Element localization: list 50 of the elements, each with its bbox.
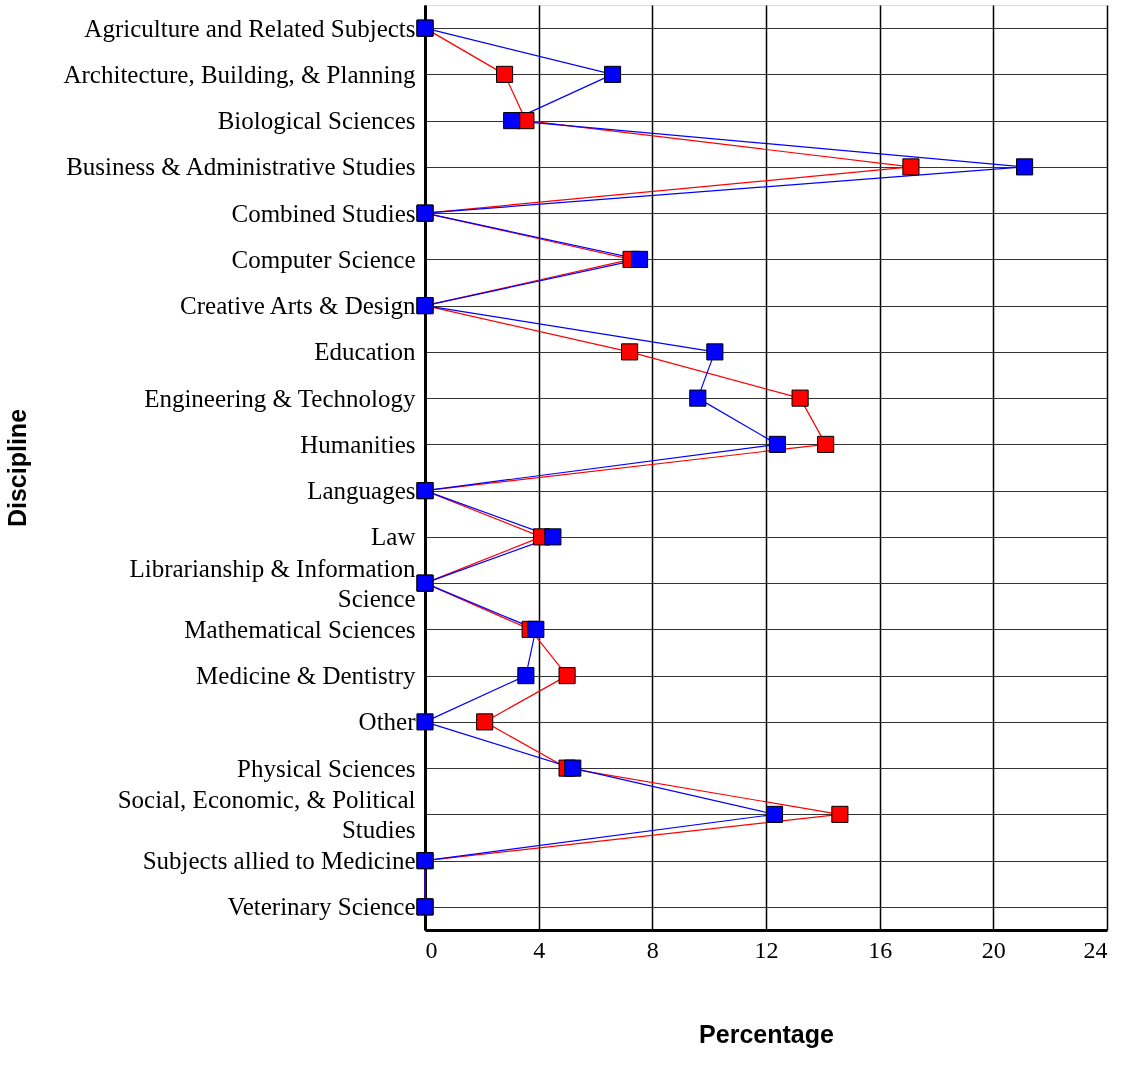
point [476,713,494,731]
point [517,667,535,685]
point [706,343,724,361]
point [603,65,622,83]
y-tick-label: Social, Economic, & Political Studies [117,785,416,843]
point [791,389,809,407]
point [689,389,707,407]
point [496,65,514,83]
x-tick-label: 0 [425,936,438,963]
y-tick-label: Veterinary Science [227,893,416,921]
point [621,343,639,361]
x-axis-title: Percentage [699,1019,834,1048]
y-tick-label: Subjects allied to Medicine [142,847,416,875]
point [416,713,434,731]
y-tick-label: Business & Administrative Studies [66,153,416,181]
y-tick-label: Medicine & Dentistry [196,662,416,690]
point [503,112,521,130]
y-axis-title: Discipline [2,408,31,528]
point [902,158,920,176]
point [817,435,835,453]
x-tick-label: 20 [981,936,1006,963]
point [544,528,562,546]
x-tick-label: 4 [533,936,546,963]
point [630,250,649,268]
y-tick-label: Physical Sciences [237,754,416,782]
y-tick-label: Engineering & Technology [144,384,416,412]
y-tick-label: Librarianship & Information Science [129,554,416,612]
y-tick-label: Languages [307,477,416,505]
point [768,435,786,453]
y-tick-label: Combined Studies [231,199,416,227]
y-tick-label: Biological Sciences [217,107,416,135]
point [1016,158,1034,176]
point [564,759,582,777]
x-tick-label: 24 [1083,936,1108,963]
point [558,667,576,685]
y-tick-label: Other [358,708,417,736]
point [765,805,784,823]
y-tick-label: Agriculture and Related Subjects [84,14,416,42]
y-tick-label: Education [314,338,416,366]
y-tick-label: Law [371,523,416,551]
x-tick-label: 12 [754,936,779,963]
y-tick-label: Creative Arts & Design [180,292,416,320]
x-tick-label: 8 [646,936,659,963]
y-tick-label: Mathematical Sciences [184,615,416,643]
point [527,620,545,638]
point [831,805,849,823]
y-tick-label: Humanities [300,430,416,458]
x-tick-label: 16 [868,936,893,963]
y-tick-label: Architecture, Building, & Planning [63,60,416,88]
y-tick-label: Computer Science [231,245,416,273]
